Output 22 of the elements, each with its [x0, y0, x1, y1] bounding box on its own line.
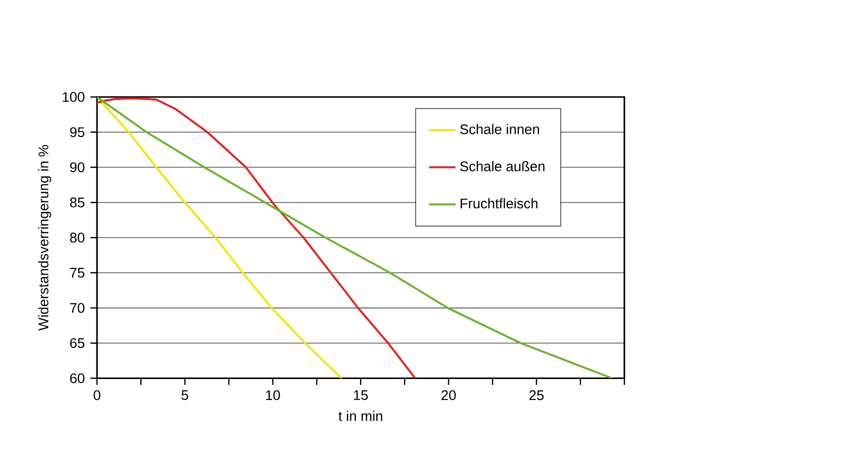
legend-label: Fruchtfleisch	[460, 198, 538, 208]
y-tick-label: 75	[70, 268, 84, 278]
x-tick-label: 10	[266, 390, 280, 400]
legend-label: Schale außen	[460, 161, 544, 172]
y-axis-title: Widerstandsverringerung in %	[38, 145, 52, 331]
y-tick-label: 95	[70, 127, 84, 138]
x-tick-label: 5	[182, 390, 188, 400]
y-tick-label: 90	[70, 162, 84, 172]
y-tick-label: 80	[70, 232, 84, 243]
y-tick-label: 65	[70, 338, 84, 348]
x-tick-label: 25	[529, 390, 544, 400]
line-series	[97, 97, 614, 378]
legend-label: Schale innen	[460, 124, 539, 134]
y-tick-label: 60	[70, 373, 84, 384]
y-tick-label: 85	[70, 198, 84, 208]
x-tick-label: 15	[354, 390, 368, 400]
y-tick-label: 100	[62, 92, 84, 102]
line-series	[97, 97, 342, 378]
x-axis-title: t in min	[338, 410, 382, 421]
y-tick-label: 70	[70, 303, 84, 313]
x-tick-label: 0	[94, 390, 100, 400]
x-tick-label: 20	[442, 390, 456, 400]
